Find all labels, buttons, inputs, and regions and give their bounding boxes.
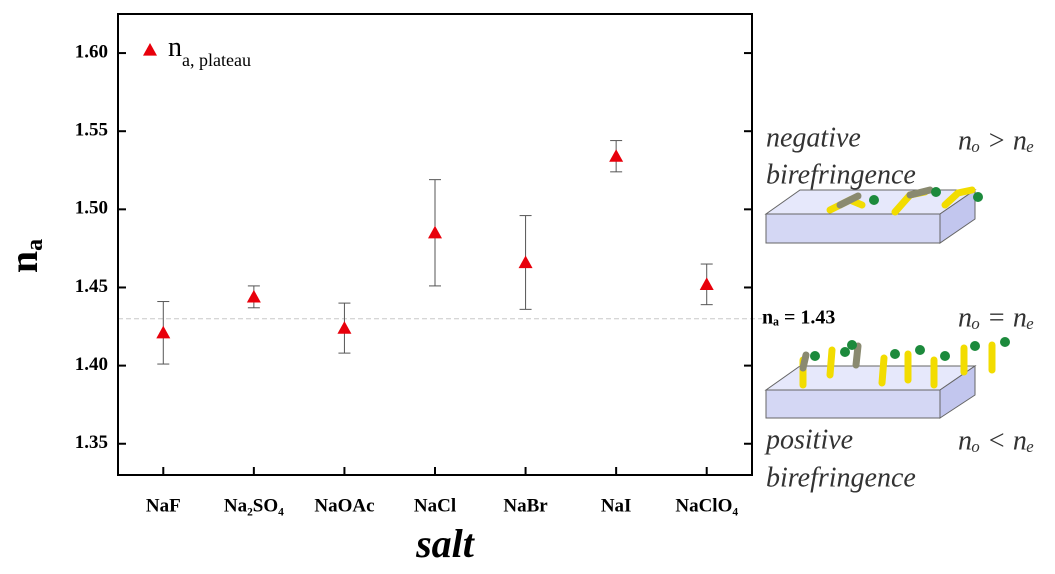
marker — [337, 321, 352, 334]
x-tick-label: NaOAc — [314, 495, 374, 516]
x-tick-label: NaF — [146, 495, 181, 516]
y-tick-label: 1.55 — [75, 120, 108, 141]
y-tick-label: 1.50 — [75, 198, 108, 219]
marker — [428, 225, 442, 239]
y-label-main: n — [1, 251, 46, 273]
annotation: positive — [764, 424, 853, 455]
marker — [699, 277, 714, 290]
legend-sub: a, plateau — [182, 50, 251, 70]
y-tick-label: 1.60 — [75, 41, 108, 62]
annotation: nₒ = nₑ — [958, 302, 1034, 333]
legend-marker — [143, 43, 157, 56]
annotation: nₒ > nₑ — [958, 125, 1034, 156]
x-tick-label: Na₂SO₄ — [224, 495, 284, 516]
y-label-sub: a — [22, 239, 48, 251]
marker — [156, 325, 171, 339]
y-tick-label: 1.40 — [75, 354, 108, 375]
y-tick-label: 1.45 — [75, 276, 108, 297]
annotation: nₒ < nₑ — [958, 425, 1034, 456]
x-tick-label: NaCl — [414, 495, 456, 516]
x-tick-label: NaBr — [503, 495, 548, 516]
annotation: birefringence — [766, 462, 916, 493]
x-tick-label: NaClO₄ — [675, 495, 738, 516]
legend-label: na, plateau — [168, 32, 251, 70]
annotation: birefringence — [766, 159, 916, 190]
illustration — [764, 186, 1010, 419]
annotation: negative — [766, 122, 861, 153]
x-axis-label: salt — [415, 521, 476, 566]
marker — [246, 289, 261, 303]
reference-label: nₐ = 1.43 — [762, 306, 835, 328]
legend-main: n — [168, 32, 182, 63]
marker — [609, 149, 624, 162]
x-tick-label: NaI — [601, 495, 632, 516]
y-tick-label: 1.35 — [75, 432, 108, 453]
y-axis-label: na — [1, 239, 47, 273]
marker — [518, 255, 533, 269]
